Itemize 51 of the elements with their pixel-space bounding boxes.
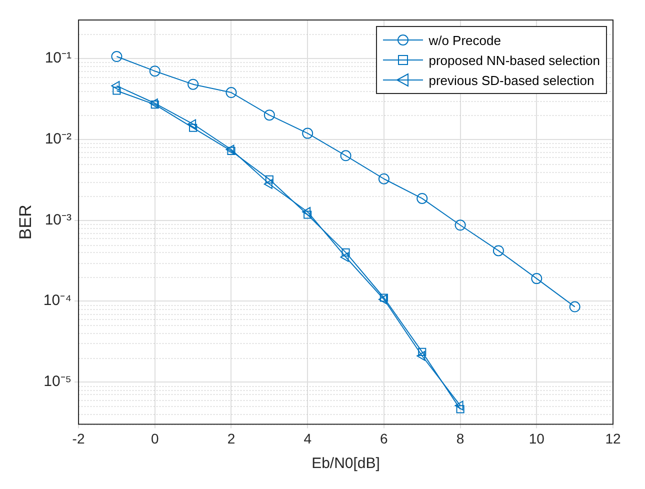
point [416,192,428,204]
x-tick-label: 12 [605,430,621,446]
point [418,348,426,356]
legend-label: proposed NN-based selection [428,52,600,68]
legend-label: previous SD-based selection [428,72,594,88]
y-tick-label: 10⁻¹ [44,50,72,67]
point [189,124,198,132]
x-tick-label: 2 [227,430,236,446]
point [265,175,274,184]
point [149,66,160,77]
x-tick-label: 0 [150,430,159,446]
x-tick-label: 8 [456,430,464,446]
point [378,173,390,184]
point [149,98,158,108]
point [188,78,199,90]
y-tick-label: 10⁻² [44,130,72,148]
point [111,81,120,91]
x-tick-label: 6 [380,430,388,446]
point [304,210,312,219]
legend-label: w/o Precode [428,32,501,48]
point [569,301,580,312]
y-tick-label: 10⁻⁴ [43,292,72,310]
point [111,51,122,62]
point [112,86,121,95]
point [188,119,196,129]
point [416,351,426,361]
point [264,179,272,189]
point [531,273,542,284]
point [342,248,350,256]
x-tick-label: 10 [528,430,545,446]
point [456,405,464,414]
point [227,146,236,155]
point [378,294,387,304]
point [340,252,349,262]
point [302,128,314,139]
x-axis-title: Eb/N0[dB] [312,455,380,472]
y-tick-label: 10⁻⁵ [44,373,72,390]
point [150,100,159,109]
point [302,207,311,217]
y-tick-label: 10⁻³ [44,211,72,228]
point [226,144,234,154]
x-tick-label: 4 [304,430,312,446]
y-axis-title: BER [16,204,35,240]
point [264,110,275,121]
point [380,294,388,302]
point [454,400,464,410]
point [226,87,237,98]
point [340,150,352,162]
x-tick-label: -2 [72,430,85,446]
point [454,220,466,231]
point [492,245,504,256]
